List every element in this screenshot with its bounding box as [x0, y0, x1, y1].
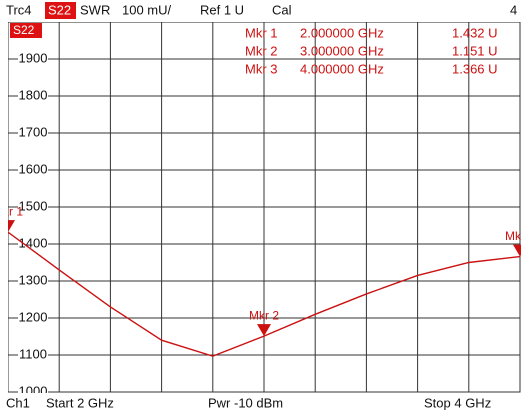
marker — [513, 244, 521, 257]
y-tick-label: 1400 — [19, 235, 48, 250]
trace-label: S22 — [13, 23, 35, 37]
tick-label-bg — [18, 52, 48, 66]
plot: 1000 1100 1200 1300 1400 1500 1600 1700 1800 1900… — [0, 22, 521, 398]
format: SWR — [80, 2, 110, 17]
tick-label-bg — [18, 89, 48, 103]
marker-label: Mkr 3 — [505, 229, 521, 243]
tick-label-bg — [18, 311, 48, 325]
y-tick-label: 1500 — [19, 198, 48, 213]
y-tick-label: 1300 — [19, 272, 48, 287]
plot-area: 1000 1100 1200 1300 1400 1500 1600 1700 1800 1900… — [0, 22, 521, 398]
scale: 100 mU/ — [122, 2, 172, 17]
tick-label-bg — [18, 274, 48, 288]
marker-x: 3.000000 GHz — [300, 43, 384, 58]
stop: Stop 4 GHz — [424, 395, 491, 410]
y-tick-label: 1700 — [19, 124, 48, 139]
power: Pwr -10 dBm — [208, 395, 283, 410]
marker-label: Mkr 2 — [249, 308, 279, 322]
tick-label-bg — [18, 385, 48, 393]
marker-value: 1.432 U — [452, 25, 498, 40]
channel: Ch1 — [6, 395, 30, 410]
y-tick-label: 1100 — [19, 346, 47, 361]
param: S22 — [48, 2, 71, 17]
marker-value: 1.366 U — [452, 61, 498, 76]
marker-x: 4.000000 GHz — [300, 61, 384, 76]
y-tick-label: 1800 — [19, 87, 48, 102]
trace-label-box — [10, 23, 42, 38]
number: 4 — [510, 2, 517, 17]
y-tick-label: 1200 — [19, 309, 48, 324]
cal: Cal — [272, 2, 292, 17]
marker-value: 1.151 U — [452, 43, 498, 58]
marker-name: Mkr 3 — [245, 61, 278, 76]
tick-label-bg — [18, 348, 48, 362]
marker-name: Mkr 2 — [245, 43, 278, 58]
marker — [8, 220, 15, 233]
trace-name: Trc4 — [6, 2, 32, 17]
start: Start 2 GHz — [46, 395, 114, 410]
param-box — [45, 2, 76, 19]
marker-label: Mkr 1 — [0, 204, 23, 218]
y-tick-label: 1600 — [19, 161, 48, 176]
marker — [257, 324, 271, 337]
tick-label-bg — [18, 163, 48, 177]
tick-label-bg — [18, 126, 48, 140]
ref: Ref 1 U — [200, 2, 244, 17]
y-tick-label: 1900 — [19, 50, 48, 65]
y-tick-label: 1000 — [19, 383, 48, 398]
tick-label-bg — [18, 237, 48, 251]
marker-x: 2.000000 GHz — [300, 25, 384, 40]
marker-name: Mkr 1 — [245, 25, 278, 40]
tick-label-bg — [18, 200, 48, 214]
